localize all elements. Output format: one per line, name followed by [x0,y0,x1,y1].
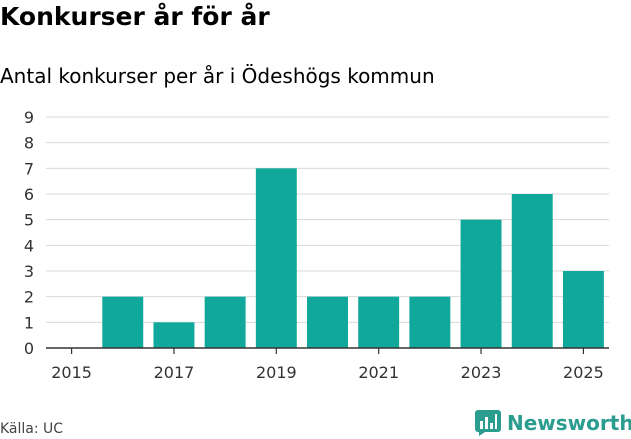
bar-2020 [307,296,348,348]
brand-name: Newsworthy [507,411,631,435]
x-tick-label: 2021 [358,363,399,382]
y-tick-label: 7 [24,159,34,178]
y-tick-label: 2 [24,288,34,307]
y-tick-label: 4 [24,236,34,255]
y-tick-label: 9 [24,108,34,127]
bar-2019 [255,168,297,348]
bar-2017 [153,322,195,348]
y-tick-label: 8 [24,134,34,153]
x-tick-label: 2025 [563,363,604,382]
y-tick-label: 6 [24,185,34,204]
bar-2016 [102,296,144,348]
x-tick-label: 2017 [154,363,195,382]
newsworthy-logo: Newsworthy [475,409,631,437]
x-tick-label: 2023 [461,363,502,382]
x-tick-label: 2015 [51,363,92,382]
bar-2021 [358,296,400,348]
bar-2024 [511,194,553,348]
newsworthy-icon [475,410,501,436]
y-tick-label: 1 [24,313,34,332]
chart-title: Konkurser år för år [0,2,270,31]
bar-2018 [204,296,246,348]
y-tick-label: 0 [24,339,34,358]
y-tick-label: 5 [24,211,34,230]
bar-chart: 0 1 2 3 4 5 6 7 8 9 2015 2017 2019 2021 2023 2025 [24,108,609,382]
bar-2023 [460,219,502,348]
bar-2025 [562,271,604,348]
y-tick-label: 3 [24,262,34,281]
bar-2022 [409,296,451,348]
x-tick-label: 2019 [256,363,297,382]
chart-subtitle: Antal konkurser per år i Ödeshögs kommun [0,64,435,88]
source-label: Källa: UC [0,421,64,437]
